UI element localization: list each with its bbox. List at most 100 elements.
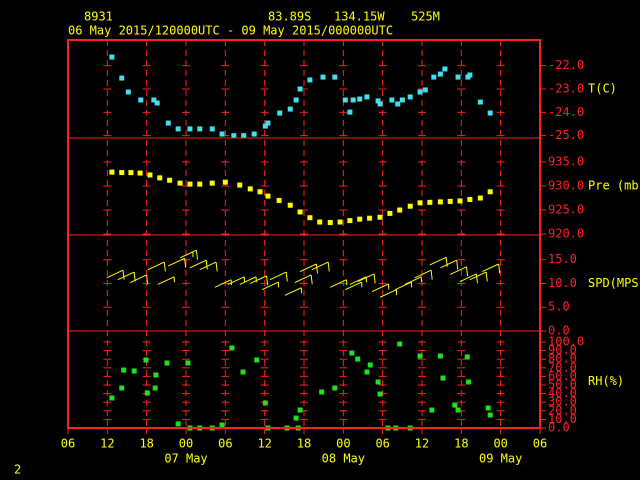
x-tick-label: 12: [415, 437, 429, 451]
data-point: [262, 123, 268, 129]
wind-barb: [189, 259, 208, 270]
x-tick-label: 18: [139, 437, 153, 451]
data-point: [457, 198, 463, 204]
data-point: [119, 385, 125, 391]
y-tick-label: 0.0: [548, 421, 570, 435]
wind-barb: [157, 276, 175, 285]
data-point: [185, 360, 191, 366]
wind-barb: [394, 281, 413, 291]
wind-barb: [269, 271, 288, 282]
data-point: [437, 71, 443, 77]
wind-barb: [261, 281, 280, 291]
data-point: [487, 412, 493, 418]
data-point: [276, 197, 282, 203]
data-point: [209, 180, 215, 186]
data-point: [143, 357, 149, 363]
latitude: 83.89S: [268, 10, 311, 24]
data-point: [455, 74, 461, 80]
data-point: [119, 170, 125, 176]
data-point: [375, 379, 381, 385]
wind-barb: [459, 273, 478, 284]
period: 06 May 2015/120000UTC - 09 May 2015/0000…: [68, 24, 393, 38]
y-tick-label: -23.0: [548, 82, 584, 96]
y-tick-label: 925.0: [548, 203, 584, 217]
data-point: [417, 353, 423, 359]
data-point: [397, 341, 403, 347]
data-point: [121, 367, 127, 373]
wind-barb: [482, 263, 501, 274]
data-point: [485, 405, 491, 411]
data-point: [197, 181, 203, 187]
data-point: [332, 74, 338, 80]
data-point: [251, 131, 257, 137]
wind-barb: [357, 273, 376, 284]
data-point: [342, 97, 348, 103]
data-point: [154, 100, 160, 106]
longitude: 134.15W: [334, 10, 385, 24]
data-point: [187, 181, 193, 187]
x-tick-label: 18: [297, 437, 311, 451]
y-tick-label: 70.0: [548, 360, 577, 374]
data-point: [452, 402, 458, 408]
data-point: [375, 98, 381, 104]
data-point: [265, 193, 271, 199]
data-point: [367, 215, 373, 221]
data-point: [319, 389, 325, 395]
data-point: [350, 97, 356, 103]
y-tick-label: 90.0: [548, 343, 577, 357]
data-point: [320, 74, 326, 80]
data-point: [175, 126, 181, 132]
data-point: [153, 372, 159, 378]
data-point: [395, 101, 401, 107]
wind-barb: [168, 257, 187, 268]
wind-barb: [469, 271, 488, 282]
y-tick-label: 30.0: [548, 395, 577, 409]
data-point: [197, 126, 203, 132]
data-point: [466, 379, 472, 385]
wind-barb: [199, 261, 218, 272]
data-point: [429, 407, 435, 413]
data-point: [119, 75, 125, 81]
wind-barb: [250, 275, 269, 286]
data-point: [152, 385, 158, 391]
data-point: [222, 179, 228, 185]
data-point: [307, 215, 313, 221]
data-point: [317, 219, 323, 225]
data-point: [355, 356, 361, 362]
y-tick-label: 50.0: [548, 378, 577, 392]
data-point: [437, 199, 443, 205]
x-tick-label: 12: [100, 437, 114, 451]
data-point: [164, 360, 170, 366]
data-point: [364, 94, 370, 100]
wind-barb: [440, 259, 459, 270]
x-tick-label: 06: [375, 437, 389, 451]
wind-barb: [449, 266, 469, 277]
data-point: [231, 133, 237, 139]
y-tick-label: 930.0: [548, 179, 584, 193]
y-tick-label: 10.0: [548, 412, 577, 426]
data-point: [125, 89, 131, 95]
wind-barb: [414, 269, 433, 280]
data-point: [293, 97, 299, 103]
data-point: [417, 89, 423, 95]
data-point: [377, 214, 383, 220]
data-point: [219, 422, 225, 428]
data-point: [347, 218, 353, 224]
data-point: [151, 97, 157, 103]
elevation: 525M: [411, 10, 440, 24]
data-point: [137, 170, 143, 176]
data-point: [241, 133, 247, 139]
data-point: [287, 202, 293, 208]
data-point: [277, 110, 283, 116]
data-point: [109, 54, 115, 60]
data-point: [167, 177, 173, 183]
wind-barb: [371, 283, 390, 293]
y-tick-label: 20.0: [548, 403, 577, 417]
data-point: [257, 189, 263, 195]
data-point: [138, 97, 144, 103]
data-point: [327, 220, 333, 226]
data-point: [247, 186, 253, 192]
page-number: 2: [14, 463, 21, 477]
data-point: [377, 391, 383, 397]
